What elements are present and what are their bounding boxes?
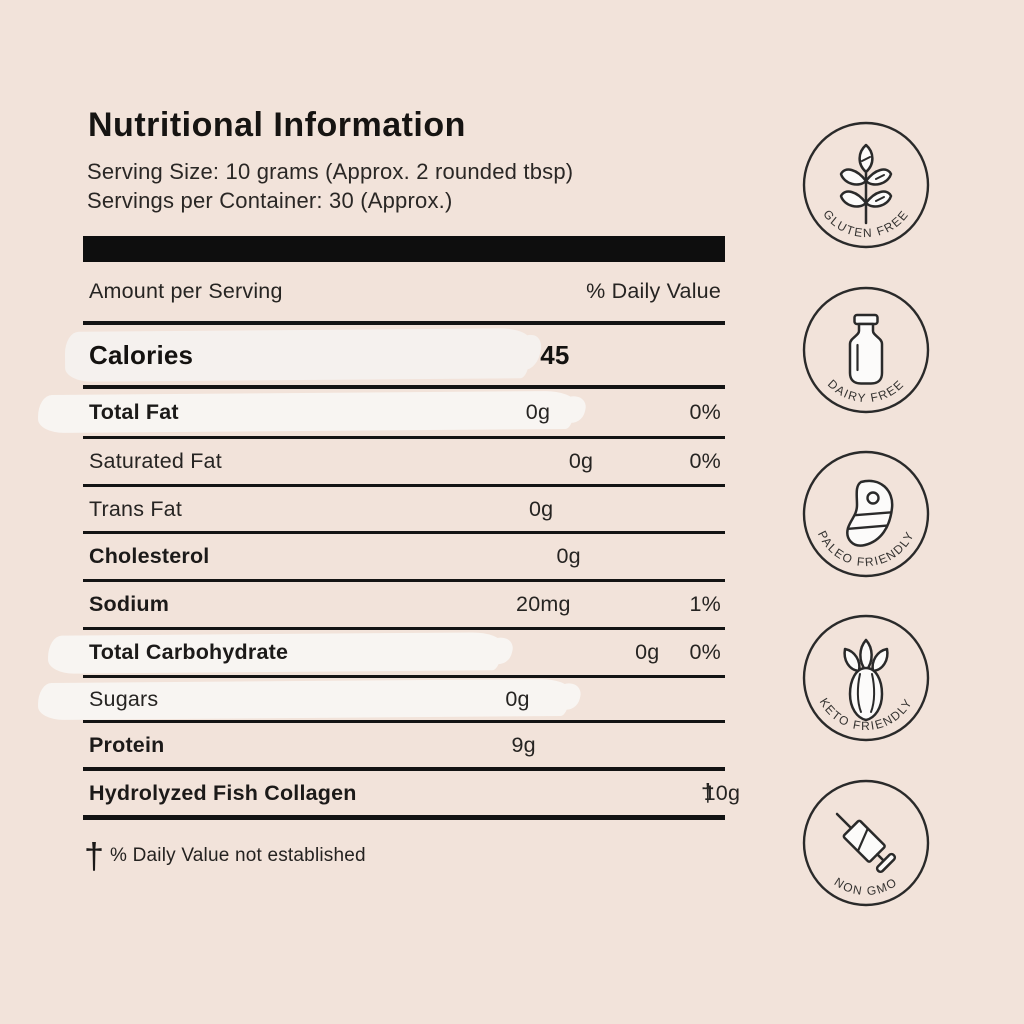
table-header-row: Amount per Serving % Daily Value <box>83 262 725 325</box>
badge-circle <box>802 286 930 414</box>
row-label: Calories <box>89 339 194 370</box>
non-gmo-badge: NON GMO <box>802 779 930 907</box>
wheat-icon <box>839 143 893 225</box>
milk-bottle-icon <box>848 313 884 385</box>
syringe-icon <box>835 812 897 874</box>
row-value: 20mg <box>516 592 571 616</box>
steak-icon <box>846 479 894 547</box>
daily-value-header: % Daily Value <box>586 279 721 303</box>
table-row-total-carbohydrate: Total Carbohydrate 0g 0% <box>47 630 725 678</box>
badge-circle <box>802 779 930 907</box>
row-value: 0g <box>635 640 660 664</box>
row-value: 0g <box>525 400 551 424</box>
row-label: Protein <box>89 732 165 757</box>
badge-circle <box>802 614 930 742</box>
gluten-free-badge: GLUTEN FREE <box>802 121 930 249</box>
badge-label: NON GMO <box>832 875 900 899</box>
amount-per-serving-header: Amount per Serving <box>89 279 283 303</box>
row-daily-value: 0% <box>689 449 721 473</box>
row-value: 0g <box>556 544 581 568</box>
table-row-calories: Calories 45 <box>64 325 725 389</box>
row-value: 0g <box>568 449 594 473</box>
row-daily-value: 0% <box>689 640 721 664</box>
dairy-free-badge: DAIRY FREE <box>802 286 930 414</box>
footnote: † % Daily Value not established <box>84 838 366 874</box>
row-value: 45 <box>540 339 570 370</box>
table-row-hydrolyzed-fish-collagen: Hydrolyzed Fish Collagen 10g † <box>83 771 740 820</box>
table-row-protein: Protein 9g <box>83 723 725 771</box>
table-top-bar <box>83 236 725 262</box>
row-label: Sodium <box>89 592 170 616</box>
dagger-symbol: † <box>84 835 105 876</box>
row-label: Trans Fat <box>89 496 182 521</box>
row-label: Total Fat <box>89 400 179 424</box>
footnote-text: % Daily Value not established <box>110 845 366 866</box>
table-row-saturated-fat: Saturated Fat 0g 0% <box>83 439 725 487</box>
nutrition-table: Amount per Serving % Daily Value Calorie… <box>37 262 740 820</box>
row-value: 10g <box>703 780 741 805</box>
keto-friendly-badge: KETO FRIENDLY <box>802 614 930 742</box>
row-value: 0g <box>505 686 530 711</box>
row-label: Saturated Fat <box>89 449 222 473</box>
row-label: Hydrolyzed Fish Collagen <box>89 780 357 805</box>
badge-circle <box>802 450 930 578</box>
table-row-trans-fat: Trans Fat 0g <box>83 487 725 534</box>
row-value: 0g <box>529 496 554 521</box>
table-row-sugars: Sugars 0g <box>37 678 725 723</box>
row-value: 9g <box>511 732 536 757</box>
row-label: Cholesterol <box>89 544 210 568</box>
row-daily-value: 1% <box>689 592 721 616</box>
serving-size-line: Serving Size: 10 grams (Approx. 2 rounde… <box>87 159 574 184</box>
table-row-cholesterol: Cholesterol 0g <box>83 534 725 582</box>
paleo-friendly-badge: PALEO FRIENDLY <box>802 450 930 578</box>
row-label: Total Carbohydrate <box>89 640 289 664</box>
badge-circle <box>802 121 930 249</box>
row-daily-value: 0% <box>689 400 721 424</box>
row-label: Sugars <box>89 686 159 711</box>
table-row-total-fat: Total Fat 0g 0% <box>37 389 725 439</box>
servings-per-container-line: Servings per Container: 30 (Approx.) <box>87 188 453 213</box>
page-title: Nutritional Information <box>88 106 466 144</box>
table-row-sodium: Sodium 20mg 1% <box>83 582 725 630</box>
serving-info: Serving Size: 10 grams (Approx. 2 rounde… <box>87 157 573 215</box>
keto-vegetable-icon <box>843 638 889 722</box>
